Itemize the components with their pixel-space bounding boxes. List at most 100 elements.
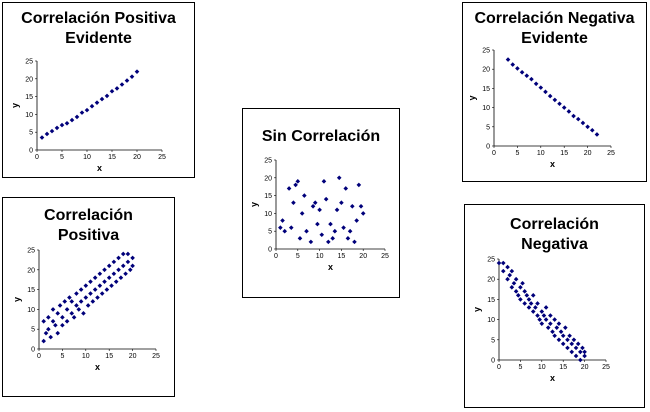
title-line: Correlación: [44, 207, 133, 224]
panel-cn: Correlación Negativa 0 5 10 15 20 25 0 5 10 15 20 2…: [464, 204, 645, 408]
y-tick-label: 25: [487, 257, 495, 264]
data-point: [565, 337, 570, 343]
data-point: [569, 341, 575, 347]
scatter-chart-cpe: 0 5 10 15 20 25 0 5 10 15 20 25 x y: [10, 59, 166, 174]
title-line: Correlación: [510, 216, 599, 233]
data-point: [554, 325, 560, 330]
data-point: [67, 295, 72, 300]
x-tick-label: 20: [584, 150, 592, 157]
y-tick-label: 10: [487, 317, 495, 324]
chart-title: Sin Correlación: [243, 127, 399, 147]
data-point: [321, 179, 327, 184]
data-point: [130, 255, 135, 261]
data-point: [41, 318, 46, 324]
panel-cp: Correlación Positiva 0 5 10 15 20 25 0 5 10 15 20 2…: [2, 197, 175, 397]
y-tick-label: 15: [487, 297, 495, 304]
data-point: [62, 299, 68, 304]
scatter-chart-cp: 0 5 10 15 20 25 0 5 10 15 20 25 x y: [12, 248, 160, 373]
data-point: [533, 81, 539, 87]
x-tick-label: 25: [602, 364, 610, 371]
data-point: [104, 93, 110, 99]
data-point: [64, 121, 70, 126]
data-point: [134, 69, 140, 74]
x-tick-label: 0: [37, 353, 41, 360]
x-tick-label: 20: [129, 353, 137, 360]
panel-cne: Correlación Negativa Evidente 0 5 10 15 20 25…: [462, 2, 647, 182]
data-point: [308, 239, 314, 245]
data-point: [102, 279, 107, 284]
y-tick-label: 5: [31, 327, 35, 334]
data-point: [57, 303, 63, 308]
data-point: [524, 293, 530, 298]
y-tick-label: 5: [491, 337, 495, 344]
data-point: [116, 255, 121, 261]
data-point: [560, 341, 566, 347]
data-point: [539, 321, 545, 326]
data-point: [524, 73, 530, 79]
y-tick-label: 20: [264, 175, 272, 182]
y-tick-label: 15: [25, 94, 33, 101]
data-point: [118, 275, 124, 281]
data-point: [341, 225, 346, 230]
data-point: [334, 207, 340, 213]
data-point: [119, 82, 125, 87]
data-point: [526, 297, 532, 302]
chart-title: Correlación Positiva Evidente: [3, 9, 194, 49]
data-point: [543, 89, 548, 95]
data-point: [88, 279, 93, 284]
y-tick-label: 5: [29, 130, 33, 137]
data-point: [515, 293, 521, 298]
data-point: [578, 349, 583, 355]
data-point: [39, 135, 45, 140]
data-point: [130, 263, 135, 269]
data-point: [106, 275, 112, 281]
chart-title: Correlación Positiva: [3, 206, 174, 246]
data-point: [530, 309, 536, 314]
y-tick-label: 10: [482, 105, 490, 112]
y-tick-label: 10: [27, 307, 35, 314]
data-point: [127, 267, 133, 273]
data-point: [585, 124, 590, 130]
data-point: [41, 338, 46, 344]
y-tick-label: 5: [486, 124, 490, 131]
data-point: [94, 100, 100, 105]
data-point: [293, 182, 298, 188]
x-tick-label: 5: [515, 150, 519, 157]
data-point: [513, 289, 519, 294]
data-point: [519, 69, 525, 75]
x-tick-label: 15: [338, 253, 346, 260]
data-point: [99, 291, 105, 296]
data-point: [352, 239, 357, 245]
data-point: [97, 271, 103, 277]
data-point: [44, 131, 50, 137]
data-point: [563, 325, 568, 330]
data-point: [528, 301, 534, 306]
data-point: [64, 318, 70, 324]
title-line: Evidente: [65, 30, 132, 47]
x-tick-label: 25: [381, 253, 389, 260]
data-point: [535, 301, 540, 306]
y-tick-label: 20: [25, 76, 33, 83]
y-tick-label: 20: [27, 267, 35, 274]
data-point: [328, 221, 333, 227]
data-point: [129, 74, 135, 79]
x-tick-label: 15: [559, 364, 567, 371]
x-tick-label: 10: [82, 353, 90, 360]
data-point: [43, 330, 49, 336]
data-point: [92, 275, 98, 281]
title-line: Evidente: [521, 30, 588, 47]
data-point: [60, 322, 65, 328]
data-point: [84, 107, 90, 113]
x-tick-label: 0: [492, 150, 496, 157]
data-point: [580, 120, 586, 126]
data-point: [505, 264, 510, 270]
x-axis-label: x: [550, 373, 555, 383]
x-tick-label: 20: [359, 253, 367, 260]
x-tick-label: 5: [60, 353, 64, 360]
data-point: [111, 271, 117, 277]
data-point: [50, 318, 56, 324]
y-axis-label: y: [12, 297, 22, 302]
data-point: [556, 337, 562, 343]
y-tick-label: 25: [482, 48, 490, 55]
data-point: [78, 299, 84, 304]
